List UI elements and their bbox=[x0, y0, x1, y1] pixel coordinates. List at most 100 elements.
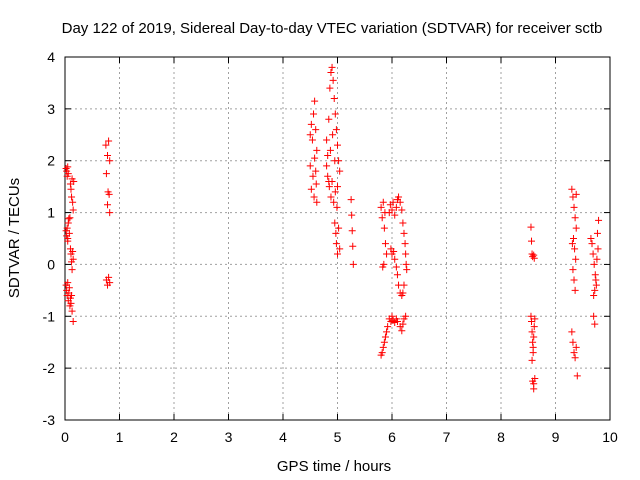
data-point bbox=[379, 263, 387, 271]
data-point bbox=[64, 219, 72, 227]
data-point bbox=[400, 229, 408, 237]
data-point bbox=[65, 215, 73, 223]
data-point bbox=[309, 172, 317, 180]
data-point bbox=[573, 372, 581, 380]
data-point bbox=[530, 254, 538, 262]
data-point bbox=[67, 299, 75, 307]
data-point bbox=[64, 279, 72, 287]
data-point bbox=[527, 223, 535, 231]
data-point bbox=[568, 185, 576, 193]
x-tick-label: 10 bbox=[602, 429, 618, 445]
data-point bbox=[570, 276, 578, 284]
data-point bbox=[381, 240, 389, 248]
data-point bbox=[572, 224, 580, 232]
data-point bbox=[334, 250, 341, 258]
data-point bbox=[331, 110, 339, 118]
data-point bbox=[69, 255, 77, 263]
data-point bbox=[531, 375, 539, 383]
data-point bbox=[383, 328, 391, 336]
data-point bbox=[529, 253, 537, 261]
x-tick-label: 9 bbox=[552, 429, 560, 445]
data-point bbox=[401, 240, 409, 248]
data-point bbox=[104, 152, 112, 160]
data-point bbox=[593, 255, 601, 263]
data-point bbox=[69, 198, 77, 206]
x-tick-label: 8 bbox=[497, 429, 505, 445]
data-point bbox=[572, 343, 580, 351]
data-point bbox=[106, 279, 114, 287]
data-point bbox=[528, 237, 536, 245]
data-point bbox=[332, 240, 340, 248]
data-point bbox=[529, 343, 537, 351]
data-point bbox=[67, 185, 75, 193]
data-point bbox=[313, 146, 321, 154]
data-point bbox=[400, 281, 408, 289]
data-point bbox=[325, 183, 333, 191]
data-point bbox=[312, 180, 320, 188]
data-point bbox=[334, 183, 341, 191]
x-tick-label: 0 bbox=[61, 429, 69, 445]
chart-title: Day 122 of 2019, Sidereal Day-to-day VTE… bbox=[62, 20, 603, 37]
data-point bbox=[570, 203, 578, 211]
y-tick-label: 1 bbox=[47, 205, 55, 221]
x-tick-label: 5 bbox=[334, 429, 342, 445]
data-point bbox=[327, 193, 335, 201]
data-point bbox=[530, 323, 538, 331]
data-point bbox=[569, 235, 577, 242]
data-point bbox=[326, 146, 334, 154]
data-point bbox=[105, 190, 113, 198]
data-point bbox=[329, 131, 337, 139]
data-point bbox=[326, 84, 334, 92]
data-point bbox=[398, 327, 406, 335]
y-tick-label: 4 bbox=[47, 49, 55, 65]
x-tick-label: 4 bbox=[279, 429, 287, 445]
data-point bbox=[68, 307, 76, 315]
data-point bbox=[594, 245, 602, 253]
x-axis-label: GPS time / hours bbox=[277, 458, 391, 475]
data-point bbox=[384, 323, 392, 331]
y-tick-label: 2 bbox=[47, 153, 55, 169]
data-point bbox=[324, 172, 332, 180]
data-point bbox=[348, 227, 356, 235]
y-tick-label: -3 bbox=[43, 412, 56, 428]
data-point bbox=[69, 317, 77, 325]
data-point bbox=[399, 219, 407, 227]
data-point bbox=[334, 141, 341, 149]
data-point bbox=[568, 328, 576, 336]
data-point bbox=[68, 193, 76, 201]
data-point bbox=[380, 338, 388, 346]
data-point bbox=[592, 276, 600, 284]
data-point bbox=[66, 214, 74, 222]
data-point bbox=[64, 170, 72, 178]
grid-lines bbox=[65, 57, 610, 420]
data-point bbox=[333, 203, 341, 211]
data-point bbox=[332, 126, 340, 134]
data-point bbox=[329, 76, 337, 84]
data-point bbox=[106, 157, 114, 165]
data-point bbox=[325, 177, 333, 185]
data-point bbox=[68, 292, 76, 300]
data-point bbox=[591, 320, 599, 328]
x-tick-label: 7 bbox=[443, 429, 451, 445]
data-point bbox=[588, 240, 596, 248]
data-point bbox=[402, 312, 410, 320]
data-point bbox=[335, 224, 343, 232]
data-point bbox=[378, 349, 386, 357]
y-tick-label: -2 bbox=[43, 360, 56, 376]
data-point bbox=[323, 136, 331, 144]
data-point bbox=[68, 266, 76, 274]
data-point bbox=[105, 273, 113, 281]
data-point bbox=[104, 201, 112, 209]
data-point bbox=[349, 242, 357, 250]
data-point bbox=[310, 193, 318, 201]
data-point bbox=[330, 198, 338, 206]
data-point bbox=[311, 154, 319, 162]
data-point bbox=[590, 292, 598, 300]
data-point bbox=[393, 271, 401, 279]
data-point bbox=[572, 190, 580, 198]
data-point bbox=[592, 281, 600, 289]
data-point bbox=[389, 198, 397, 206]
data-point bbox=[572, 255, 580, 263]
data-point bbox=[392, 203, 400, 211]
